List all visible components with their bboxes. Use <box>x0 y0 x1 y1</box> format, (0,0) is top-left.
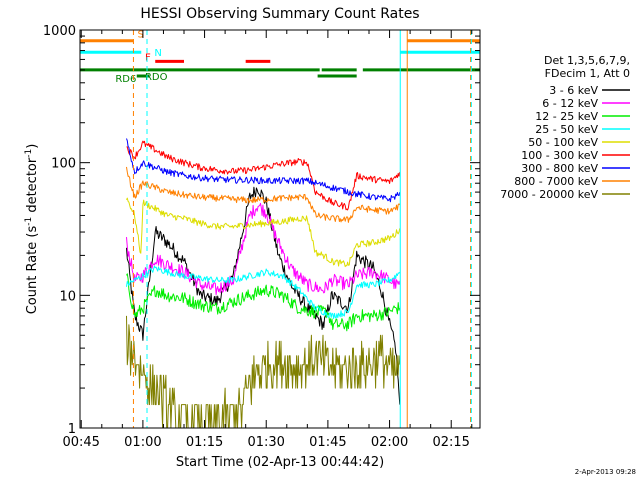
legend-label: 3 - 6 keV <box>549 84 598 97</box>
series-line-7 <box>126 166 401 223</box>
series-line-4 <box>126 197 401 268</box>
x-tick-label: 02:00 <box>371 435 408 450</box>
x-tick-label: 01:45 <box>309 435 346 450</box>
legend-label: 25 - 50 keV <box>535 123 598 136</box>
series-line-1 <box>126 202 401 296</box>
series-line-3 <box>126 265 401 319</box>
x-axis-label: Start Time (02-Apr-13 00:44:42) <box>176 455 384 470</box>
y-tick-label: 10 <box>59 289 76 304</box>
legend-label: 100 - 300 keV <box>521 149 598 162</box>
legend-header-1: Det 1,3,5,6,7,9, <box>544 54 630 67</box>
y-tick-label: 1000 <box>43 24 76 39</box>
x-tick-label: 02:15 <box>432 435 469 450</box>
legend: Det 1,3,5,6,7,9, FDecim 1, Att 0 3 - 6 k… <box>500 54 630 201</box>
legend-label: 7000 - 20000 keV <box>500 188 598 201</box>
x-tick-label: 01:15 <box>186 435 223 450</box>
chart-title: HESSI Observing Summary Count Rates <box>140 6 419 22</box>
x-tick-label: 00:45 <box>62 435 99 450</box>
flag-label-s: S <box>138 30 144 41</box>
y-axis: 1 10 100 1000 <box>43 24 480 437</box>
y-tick-label: 100 <box>51 157 76 172</box>
legend-label: 800 - 7000 keV <box>514 175 598 188</box>
flag-label-f: F <box>145 52 151 63</box>
series-line-8 <box>126 315 401 429</box>
attenuator-lines <box>132 30 472 428</box>
series-line-5 <box>126 140 401 211</box>
flag-label-rd6: RD6 <box>115 74 136 85</box>
legend-label: 6 - 12 keV <box>542 97 598 110</box>
legend-label: 50 - 100 keV <box>528 136 598 149</box>
x-tick-label: 01:30 <box>247 435 284 450</box>
plot-frame <box>79 29 481 429</box>
legend-label: 12 - 25 keV <box>535 110 598 123</box>
x-tick-label: 01:00 <box>124 435 161 450</box>
x-axis: 00:45 01:00 01:15 01:30 01:45 02:00 02:15 <box>62 30 473 450</box>
series-line-0 <box>126 186 401 405</box>
series-lines <box>126 138 401 429</box>
flag-label-rdo: RDO <box>145 72 168 83</box>
series-line-6 <box>126 138 401 203</box>
flag-label-n: N <box>154 48 161 59</box>
legend-header-2: FDecim 1, Att 0 <box>545 67 630 80</box>
y-tick-label: 1 <box>68 422 76 437</box>
y-axis-label: Count Rate (s-1 detector-1) <box>24 144 40 315</box>
footer-timestamp: 2-Apr-2013 09:28 <box>575 468 636 476</box>
flag-bars: SNF RD6 RDO <box>80 30 480 85</box>
legend-label: 300 - 800 keV <box>521 162 598 175</box>
series-line-2 <box>126 273 401 332</box>
